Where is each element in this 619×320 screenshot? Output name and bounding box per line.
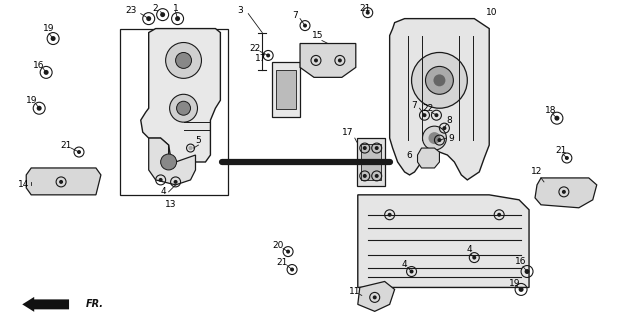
Circle shape (170, 94, 197, 122)
Polygon shape (535, 178, 597, 208)
Text: 16: 16 (516, 257, 527, 266)
Text: 5: 5 (196, 136, 201, 145)
Circle shape (59, 180, 63, 184)
Text: 19: 19 (43, 24, 55, 33)
Circle shape (290, 268, 294, 271)
Circle shape (438, 138, 441, 142)
Polygon shape (300, 44, 356, 77)
Text: 13: 13 (165, 200, 176, 209)
Circle shape (176, 52, 191, 68)
Circle shape (173, 180, 178, 184)
Circle shape (423, 126, 446, 150)
Text: 4: 4 (402, 260, 407, 269)
Text: 3: 3 (238, 6, 243, 15)
Circle shape (423, 113, 426, 117)
Text: 7: 7 (292, 11, 298, 20)
Circle shape (44, 70, 49, 75)
Circle shape (524, 269, 529, 274)
Text: 14: 14 (17, 180, 29, 189)
Circle shape (338, 59, 342, 62)
Circle shape (363, 146, 366, 150)
FancyArrow shape (22, 297, 69, 312)
Text: 18: 18 (545, 106, 556, 115)
Text: 17: 17 (254, 54, 266, 63)
Circle shape (160, 12, 165, 17)
Text: 4: 4 (467, 245, 472, 254)
Circle shape (425, 67, 453, 94)
Text: 21: 21 (555, 146, 566, 155)
Circle shape (363, 174, 366, 178)
Circle shape (176, 101, 191, 115)
Polygon shape (149, 138, 196, 185)
Text: 22: 22 (249, 44, 261, 53)
Text: 6: 6 (407, 150, 412, 160)
Text: 20: 20 (272, 241, 284, 250)
Circle shape (412, 52, 467, 108)
Circle shape (562, 190, 566, 194)
Circle shape (77, 150, 81, 154)
Text: 11: 11 (349, 287, 360, 296)
Circle shape (433, 74, 446, 86)
Circle shape (374, 174, 379, 178)
Circle shape (497, 213, 501, 217)
Text: FR.: FR. (86, 300, 104, 309)
Circle shape (166, 43, 201, 78)
Circle shape (374, 146, 379, 150)
Circle shape (435, 113, 438, 117)
Circle shape (161, 154, 176, 170)
Text: 9: 9 (449, 133, 454, 143)
Text: 16: 16 (33, 61, 45, 70)
Polygon shape (141, 28, 220, 162)
Polygon shape (358, 282, 395, 311)
Circle shape (303, 24, 307, 28)
Polygon shape (358, 195, 529, 287)
Text: 21: 21 (61, 140, 72, 149)
Bar (361, 144, 381, 180)
Circle shape (188, 146, 193, 150)
Text: 17: 17 (342, 128, 353, 137)
Polygon shape (389, 19, 489, 180)
Text: 21: 21 (359, 4, 370, 13)
Circle shape (519, 287, 524, 292)
Circle shape (158, 178, 163, 182)
Text: 10: 10 (485, 8, 497, 17)
Circle shape (51, 36, 56, 41)
Text: 19: 19 (509, 279, 521, 288)
Text: 19: 19 (25, 96, 37, 105)
Circle shape (286, 250, 290, 253)
Text: 15: 15 (312, 31, 324, 40)
Circle shape (565, 156, 569, 160)
Polygon shape (418, 148, 439, 168)
Circle shape (146, 16, 151, 21)
Bar (272, 62, 300, 117)
Text: 8: 8 (446, 116, 452, 125)
Circle shape (428, 132, 441, 144)
Text: 23: 23 (125, 6, 136, 15)
Circle shape (410, 269, 413, 274)
Text: 1: 1 (173, 4, 178, 13)
Circle shape (366, 11, 370, 15)
Circle shape (443, 126, 446, 130)
Text: 7: 7 (412, 101, 417, 110)
Circle shape (472, 256, 476, 260)
Circle shape (314, 59, 318, 62)
Circle shape (555, 116, 560, 121)
Circle shape (175, 16, 180, 21)
Polygon shape (26, 168, 101, 195)
Bar (276, 70, 296, 109)
Text: 4: 4 (161, 188, 167, 196)
Text: 22: 22 (422, 104, 433, 113)
Bar (357, 138, 384, 186)
Circle shape (266, 53, 270, 58)
Circle shape (373, 295, 377, 300)
Circle shape (37, 106, 41, 111)
Circle shape (387, 213, 392, 217)
Text: 21: 21 (277, 258, 288, 267)
Text: 12: 12 (531, 167, 543, 176)
Text: 2: 2 (153, 4, 158, 13)
